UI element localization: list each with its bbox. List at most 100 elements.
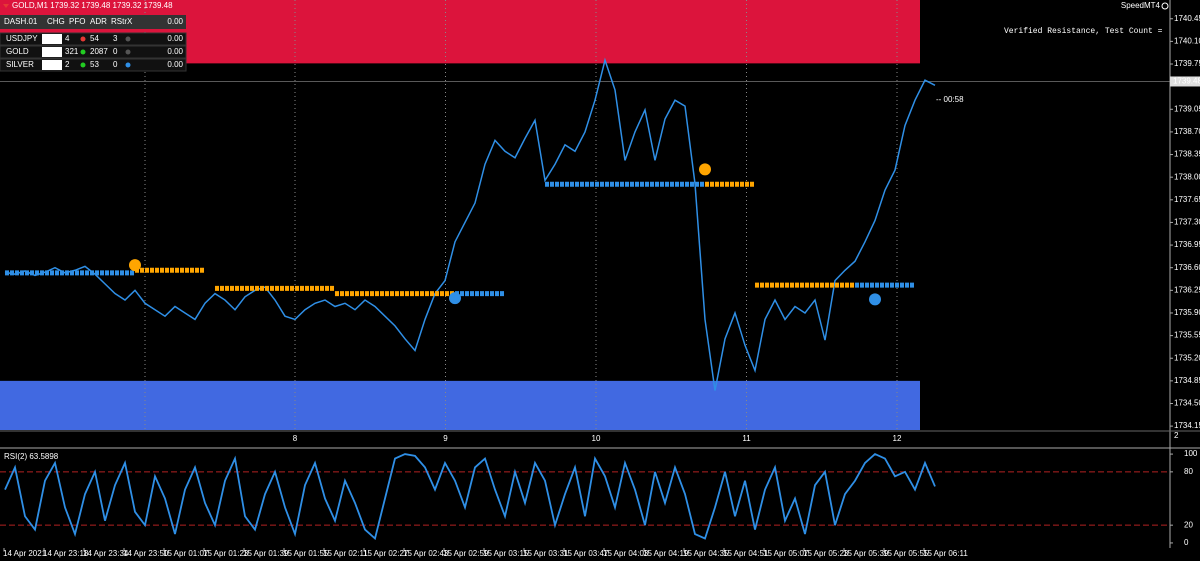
signal-dot (869, 293, 881, 306)
x-tick-label: 14 Apr 23:34 (83, 549, 129, 558)
x-tick-label: 15 Apr 02:11 (323, 549, 368, 558)
day-label: 8 (293, 434, 298, 443)
dashboard-column: PFO (69, 17, 85, 26)
y-tick-label: 80 (1184, 467, 1193, 476)
dashboard-chg: 6% (44, 60, 56, 69)
chg-cell (42, 60, 62, 70)
signal-dot (449, 292, 461, 305)
dashboard-pfo: 2 (65, 60, 70, 69)
dashboard-column: RStr (111, 17, 127, 26)
status-dot (80, 36, 86, 42)
day-label: 10 (592, 434, 601, 443)
y-tick-label: 1734.50 (1174, 399, 1200, 408)
dashboard-value: 0.00 (167, 60, 183, 69)
x-tick-label: 15 Apr 03:47 (563, 549, 609, 558)
y-tick-label: 1736.25 (1174, 285, 1200, 294)
x-tick-label: 15 Apr 04:35 (683, 549, 729, 558)
y-tick-label: 1738.00 (1174, 172, 1200, 181)
x-tick-label: 15 Apr 05:23 (803, 549, 849, 558)
app-name: SpeedMT4 (1121, 1, 1161, 10)
dashboard-adr: 54 (90, 34, 99, 43)
price-line (4, 57, 936, 391)
dashboard-column[interactable]: X (127, 17, 133, 26)
x-tick-label: 15 Apr 01:07 (163, 549, 209, 558)
y-tick-label: 1737.65 (1174, 195, 1200, 204)
dashboard-rstr: 3 (113, 34, 118, 43)
x-tick-label: 15 Apr 04:51 (723, 549, 769, 558)
dashboard-chg: 19% (44, 47, 60, 56)
x-tick-label: 15 Apr 02:27 (363, 549, 409, 558)
dashboard-adr: 53 (90, 60, 99, 69)
y-tick-label: 1739.75 (1174, 59, 1200, 68)
y-tick-label: 1738.70 (1174, 127, 1200, 136)
rsi-title: RSI(2) 63.5898 (4, 452, 59, 461)
x-tick-label: 15 Apr 02:43 (403, 549, 449, 558)
dashboard-column: 0.00 (167, 17, 183, 26)
x-tick-label: 15 Apr 05:55 (883, 549, 929, 558)
y-tick-label: 1740.10 (1174, 36, 1200, 45)
y-tick-label: 1738.35 (1174, 150, 1200, 159)
zone (0, 380, 920, 430)
dashboard-rstr: 0 (113, 47, 118, 56)
y-tick-label: 1735.55 (1174, 331, 1200, 340)
dashboard-pfo: 321 (65, 47, 79, 56)
day-label: 9 (443, 434, 448, 443)
x-tick-label: 15 Apr 06:11 (923, 549, 968, 558)
dashboard-pfo: 4 (65, 34, 70, 43)
dashboard-value: 0.00 (167, 47, 183, 56)
x-tick-label: 15 Apr 01:55 (283, 549, 329, 558)
dashboard-symbol[interactable]: USDJPY (6, 34, 38, 43)
y-tick-label: 1734.15 (1174, 421, 1200, 430)
dashboard-rstr: 0 (113, 60, 118, 69)
chg-cell (42, 47, 62, 57)
status-dot (80, 62, 86, 68)
y-tick-label: 100 (1184, 449, 1198, 458)
menu-arrow[interactable] (3, 4, 9, 8)
x-tick-label: 15 Apr 03:15 (483, 549, 529, 558)
dashboard-header (0, 15, 186, 29)
symbol-info: GOLD,M1 1739.32 1739.48 1739.32 1739.48 (12, 1, 173, 10)
signal-dot (129, 259, 141, 272)
x-tick-label: 15 Apr 05:07 (763, 549, 809, 558)
x-tick-label: 15 Apr 01:39 (243, 549, 289, 558)
day-label: 12 (893, 434, 902, 443)
dashboard-symbol[interactable]: SILVER (6, 60, 34, 69)
y-tick-label: 1735.90 (1174, 308, 1200, 317)
y-tick-label: 1737.30 (1174, 218, 1200, 227)
x-tick-label: 14 Apr 2021 (3, 549, 47, 558)
x-tick-label: 14 Apr 23:18 (43, 549, 89, 558)
dashboard-column: DASH.01 (4, 17, 38, 26)
app-icon[interactable] (1161, 2, 1169, 10)
x-tick-label: 15 Apr 01:23 (203, 549, 249, 558)
y-tick-label: 0 (1184, 538, 1189, 547)
x-tick-label: 15 Apr 05:39 (843, 549, 889, 558)
signal-dot (699, 163, 711, 176)
current-price-tag (1170, 76, 1200, 87)
y-tick-label: 1739.05 (1174, 104, 1200, 113)
x-tick-label: 15 Apr 04:03 (603, 549, 649, 558)
y-tick-label: 1736.95 (1174, 240, 1200, 249)
x-tick-label: 15 Apr 02:59 (443, 549, 489, 558)
dashboard-symbol[interactable]: GOLD (6, 47, 29, 56)
y-tick-label: 1736.60 (1174, 263, 1200, 272)
dashboard-column: ADR (90, 17, 107, 26)
y-tick-label: 20 (1184, 520, 1193, 529)
x-tick-label: 14 Apr 23:50 (123, 549, 169, 558)
current-price-label: 1739.48 (1173, 77, 1200, 86)
dashboard-column: CHG (47, 17, 65, 26)
x-tick-label: 15 Apr 04:19 (643, 549, 689, 558)
status-dot (125, 62, 131, 68)
resistance-text: Verified Resistance, Test Count = (1004, 27, 1163, 36)
y-tick-label: 1740.45 (1174, 14, 1200, 23)
countdown: -- 00:58 (936, 95, 964, 104)
dashboard-adr: 2087 (90, 47, 108, 56)
pane-label: 2 (1174, 431, 1179, 440)
status-dot (125, 49, 131, 55)
chg-cell (42, 34, 62, 44)
x-tick-label: 15 Apr 03:31 (523, 549, 569, 558)
price-line (4, 453, 936, 541)
status-dot (125, 36, 131, 42)
dashboard-value: 0.00 (167, 34, 183, 43)
y-tick-label: 1735.20 (1174, 353, 1200, 362)
